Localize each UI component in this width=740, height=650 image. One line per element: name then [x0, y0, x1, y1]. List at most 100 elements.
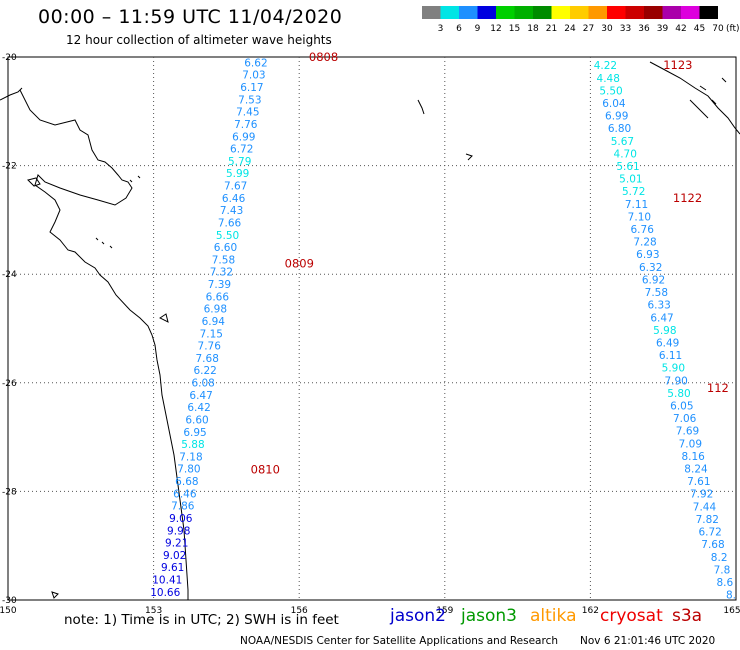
- lon-tick-label: 165: [723, 606, 740, 616]
- wave-height-value: 6.98: [204, 304, 227, 316]
- legend-label: 36: [638, 24, 650, 34]
- wave-height-value: 6.05: [670, 400, 693, 412]
- legend-swatch: [496, 6, 515, 19]
- wave-height-value: 7.68: [701, 539, 724, 551]
- wave-height-value: 5.90: [662, 363, 685, 375]
- wave-height-value: 5.79: [228, 156, 251, 168]
- pass-time-label: 0808: [309, 50, 338, 64]
- color-legend: 3 6 9 12 15 18 21 24 27 30 33 36 39 42 45 70 (ft): [422, 6, 740, 34]
- wave-height-value: 4.22: [594, 60, 617, 72]
- legend-label: 33: [620, 24, 631, 34]
- legend-label: 12: [490, 24, 501, 34]
- legend-label: 15: [509, 24, 520, 34]
- wave-height-value: 9.98: [167, 525, 190, 537]
- wave-height-value: 7.11: [625, 199, 648, 211]
- pass-time-label: 0810: [251, 463, 280, 477]
- wave-height-value: 7.86: [171, 501, 195, 513]
- wave-height-value: 6.62: [244, 57, 267, 69]
- legend-swatch: [662, 6, 681, 19]
- lon-tick-label: 153: [145, 606, 162, 616]
- wave-height-value: 9.06: [169, 513, 193, 525]
- island-4: [465, 153, 473, 161]
- legend-swatch: [644, 6, 663, 19]
- wave-height-value: 7.45: [236, 107, 259, 119]
- wave-height-value: 5.01: [619, 174, 642, 186]
- wave-height-value: 6.49: [656, 337, 679, 349]
- pass-time-label: 0809: [285, 256, 314, 270]
- wave-height-value: 6.46: [222, 193, 246, 205]
- wave-height-value: 8.2: [711, 552, 728, 564]
- wave-height-value: 6.80: [608, 123, 631, 135]
- lon-tick-label: 162: [582, 606, 599, 616]
- wave-height-value: 8.16: [681, 451, 705, 463]
- coastline: [0, 61, 740, 600]
- island-5: [51, 591, 59, 599]
- satellite-jason2: jason2: [390, 606, 446, 626]
- legend-swatch: [681, 6, 700, 19]
- wave-height-value: 7.09: [679, 438, 702, 450]
- wave-height-value: 6.08: [191, 378, 214, 390]
- legend-swatch: [607, 6, 626, 19]
- wave-height-value: 7.03: [242, 70, 265, 82]
- wave-height-value: 5.50: [216, 230, 239, 242]
- wave-height-value: 5.99: [226, 168, 249, 180]
- pass-time-label: 112: [707, 381, 729, 395]
- lon-tick-label: 156: [291, 606, 308, 616]
- reef-dots-1: [95, 237, 113, 249]
- legend-swatch: [459, 6, 478, 19]
- wave-height-value: 7.66: [218, 217, 242, 229]
- lat-tick-label: -28: [2, 487, 17, 497]
- lat-tick-label: -30: [2, 596, 17, 606]
- map-frame: [7, 56, 737, 601]
- lat-tick-label: -26: [2, 379, 17, 389]
- wave-height-value: 7.8: [714, 564, 731, 576]
- legend-swatch: [699, 6, 718, 19]
- legend-label: 24: [564, 24, 576, 34]
- lat-tick-label: -20: [2, 53, 17, 63]
- wave-height-value: 7.61: [687, 476, 710, 488]
- wave-height-value: 7.18: [179, 451, 202, 463]
- wave-height-value: 7.28: [633, 237, 656, 249]
- wave-height-value: 7.76: [198, 341, 222, 353]
- island-3: [417, 99, 425, 115]
- island-1: [27, 177, 41, 187]
- lat-tick-label: -24: [2, 270, 17, 280]
- loyalty-islands: [699, 77, 727, 105]
- lon-tick-label: 159: [436, 606, 453, 616]
- wave-height-value: 6.66: [206, 291, 230, 303]
- wave-height-value: 7.43: [220, 205, 243, 217]
- wave-height-value: 7.92: [690, 489, 713, 501]
- legend-label: 27: [583, 24, 594, 34]
- wave-height-value: 6.92: [642, 274, 665, 286]
- island-2: [159, 313, 169, 323]
- wave-height-value: 7.68: [196, 353, 219, 365]
- wave-height-value: 7.80: [177, 464, 200, 476]
- wave-height-value: 7.82: [696, 514, 719, 526]
- legend-swatch: [625, 6, 644, 19]
- altimeter-tracks: 6.627.036.177.537.457.766.996.725.795.99…: [150, 57, 736, 601]
- wave-height-value: 6.04: [602, 98, 626, 110]
- wave-height-value: 6.94: [202, 316, 226, 328]
- australia-coastline: [19, 89, 189, 600]
- new-caledonia-coast: [649, 61, 740, 135]
- legend-label: 9: [475, 24, 481, 34]
- reef-dots-2: [129, 175, 141, 183]
- wave-height-value: 7.15: [200, 328, 223, 340]
- wave-height-value: 9.61: [161, 562, 184, 574]
- wave-height-value: 6.72: [230, 144, 253, 156]
- wave-height-value: 5.72: [622, 186, 645, 198]
- wave-height-value: 6.46: [173, 488, 197, 500]
- wave-height-value: 6.47: [650, 312, 673, 324]
- wave-height-value: 6.68: [175, 476, 198, 488]
- wave-height-value: 6.32: [639, 262, 662, 274]
- lat-tick-label: -22: [2, 162, 17, 172]
- wave-height-value: 7.58: [212, 254, 235, 266]
- legend-swatch: [588, 6, 607, 19]
- map-title: 00:00 – 11:59 UTC 11/04/2020: [38, 6, 343, 28]
- pass-time-label: 1123: [663, 58, 692, 72]
- legend-swatch: [551, 6, 570, 19]
- wave-height-value: 7.58: [645, 287, 668, 299]
- wave-height-value: 7.69: [676, 426, 699, 438]
- legend-label: 21: [546, 24, 557, 34]
- legend-swatch: [440, 6, 459, 19]
